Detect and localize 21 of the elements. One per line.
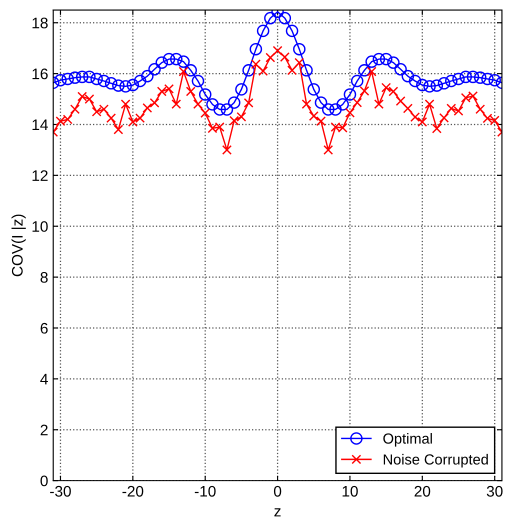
y-axis-title: COV(I |z)	[12, 214, 26, 276]
x-tick-label: 0	[274, 486, 282, 497]
y-tick-label: 0	[40, 475, 48, 486]
y-tick-label: 8	[40, 272, 48, 283]
x-tick-label: 20	[414, 486, 430, 497]
x-axis-title: z	[274, 508, 281, 516]
x-tick-label: -20	[122, 486, 144, 497]
y-tick-label: 6	[40, 322, 48, 334]
y-tick-label: 14	[32, 120, 48, 130]
y-tick-label: 12	[32, 170, 48, 181]
x-tick-label: 10	[342, 486, 358, 497]
y-tick-label: 18	[32, 18, 48, 28]
x-tick-label: 30	[486, 486, 503, 497]
x-tick-label: -30	[50, 486, 71, 497]
x-tick-label: -10	[194, 486, 216, 497]
y-tick-label: 2	[40, 424, 48, 436]
legend-label: Noise Corrupted	[384, 454, 488, 468]
legend-label: Optimal	[383, 433, 432, 447]
y-tick-label: 10	[32, 221, 48, 232]
y-tick-label: 4	[40, 374, 48, 384]
y-tick-label: 16	[32, 68, 48, 80]
